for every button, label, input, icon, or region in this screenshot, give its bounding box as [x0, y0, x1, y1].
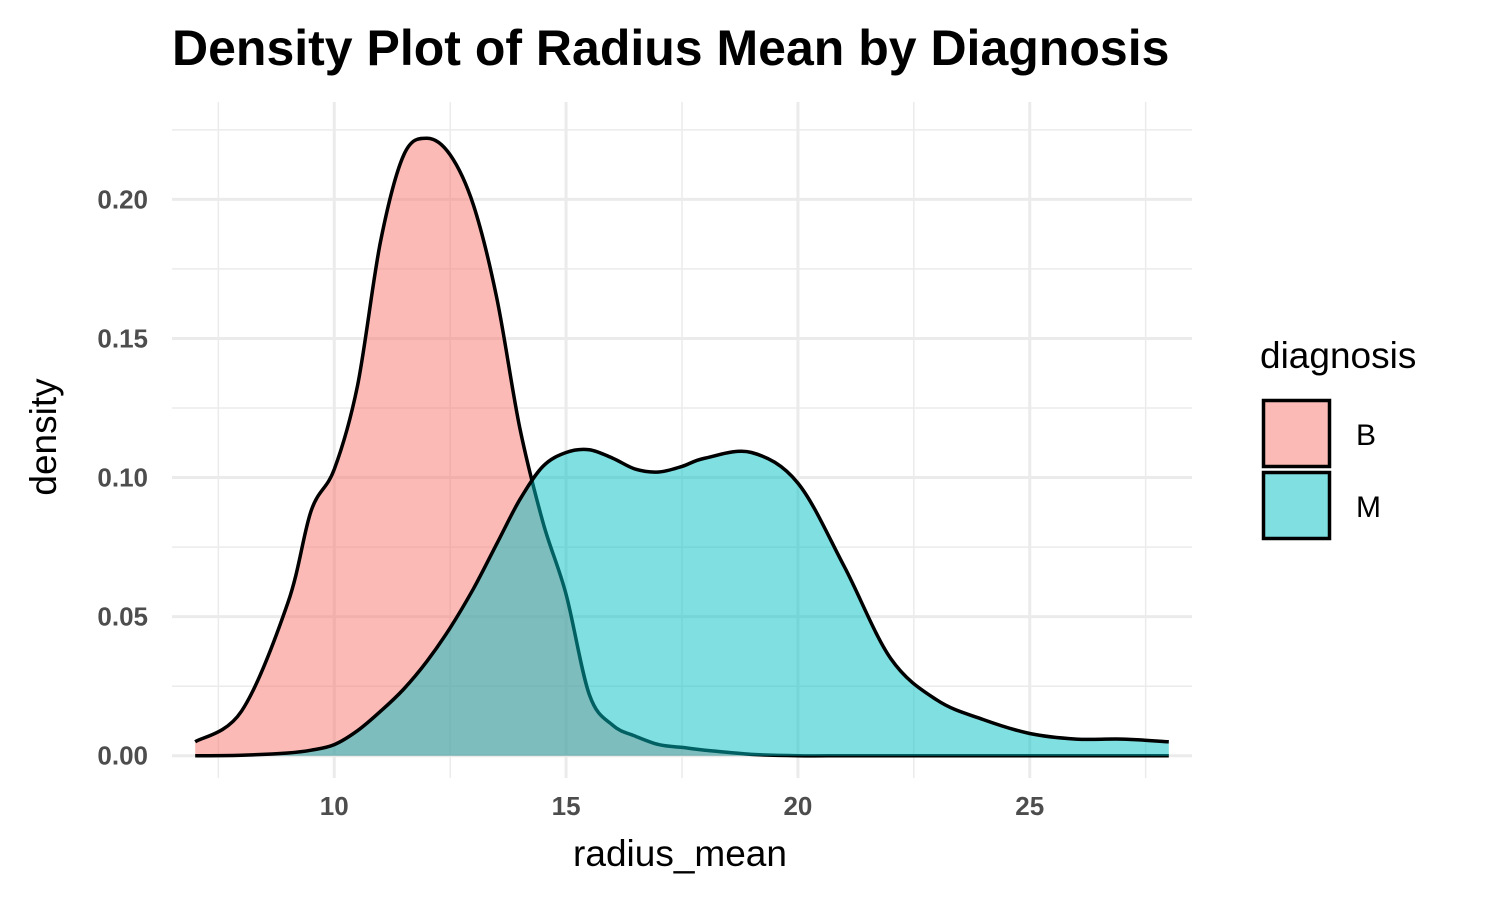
x-tick-label: 20: [783, 791, 812, 821]
density-areas: [194, 136, 1169, 758]
y-tick-label: 0.15: [97, 323, 148, 353]
y-axis-title: density: [23, 378, 64, 496]
legend-key-B: [1261, 398, 1332, 469]
legend-label-B: B: [1356, 419, 1376, 452]
density-line-M: [195, 447, 1169, 758]
y-tick-label: 0.00: [97, 741, 148, 771]
density-area-B: [195, 138, 1169, 756]
y-tick-label: 0.10: [97, 463, 148, 493]
legend: diagnosis BM: [1260, 335, 1416, 541]
density-area-M: [195, 449, 1169, 756]
x-tick-label: 10: [320, 791, 349, 821]
x-tick-label: 15: [552, 791, 581, 821]
x-tick-label: 25: [1015, 791, 1044, 821]
legend-title: diagnosis: [1260, 335, 1416, 376]
x-tick-labels: 10 15 20 25: [320, 791, 1044, 821]
y-tick-labels: 0.00 0.05 0.10 0.15 0.20: [97, 184, 148, 770]
x-axis-title: radius_mean: [573, 833, 787, 874]
legend-key-M: [1261, 470, 1332, 541]
y-tick-label: 0.05: [97, 602, 148, 632]
y-tick-label: 0.20: [97, 184, 148, 214]
legend-label-M: M: [1356, 491, 1381, 524]
legend-items: BM: [1261, 398, 1381, 541]
chart-title: Density Plot of Radius Mean by Diagnosis: [172, 20, 1169, 76]
